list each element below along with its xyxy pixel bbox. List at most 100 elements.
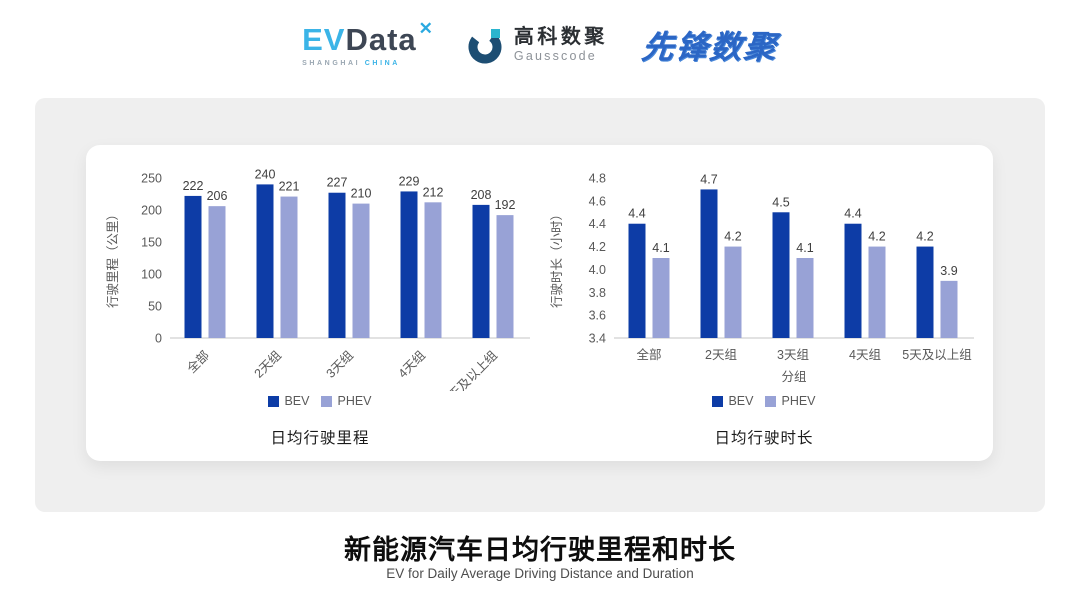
bar-value-label: 4.2 bbox=[868, 230, 885, 244]
chart-distance: 0 50 100 150 200 250 行驶里程（公里） 222 206 全部 240 221 2天组… bbox=[100, 153, 540, 448]
footer-subtitle: EV for Daily Average Driving Distance an… bbox=[386, 566, 694, 581]
bar-value-label: 4.4 bbox=[844, 207, 861, 221]
x-category-label: 3天组 bbox=[324, 348, 356, 380]
bar-value-label: 4.7 bbox=[700, 172, 717, 186]
bar-phev bbox=[940, 280, 958, 338]
gausscode-cn-text: 高科数聚 bbox=[513, 25, 608, 48]
y-tick-label: 0 bbox=[155, 332, 162, 346]
chart-duration: 3.4 3.6 3.8 4.0 4.2 4.4 4.6 4.8 行驶时长（小时） 4.4 4.1 全部… bbox=[544, 153, 984, 448]
x-category-label: 2天组 bbox=[705, 348, 737, 362]
bar-value-label: 4.1 bbox=[796, 241, 813, 255]
legend-label: BEV bbox=[284, 394, 310, 408]
x-category-label: 5天及以上组 bbox=[902, 348, 971, 362]
pioneer-logo-text: 先锋数聚 bbox=[639, 29, 780, 65]
evdata-data-text: Data bbox=[345, 21, 417, 57]
bar-value-label: 4.2 bbox=[724, 230, 741, 244]
x-category-label: 3天组 bbox=[777, 348, 809, 362]
bar-bev bbox=[916, 246, 934, 338]
evdata-wordmark: EV Data ✕ bbox=[302, 20, 433, 57]
y-tick-label: 200 bbox=[141, 204, 162, 218]
bar-value-label: 3.9 bbox=[940, 264, 957, 278]
bar-bev bbox=[772, 212, 790, 338]
bar-phev bbox=[280, 196, 298, 338]
bar-value-label: 221 bbox=[279, 180, 300, 194]
legend-label: PHEV bbox=[337, 394, 372, 408]
bar-phev bbox=[652, 258, 670, 338]
bar-bev bbox=[184, 195, 202, 338]
gausscode-text: 高科数聚 Gausscode bbox=[513, 25, 608, 63]
y-tick-label: 100 bbox=[141, 268, 162, 282]
bar-value-label: 240 bbox=[255, 167, 276, 181]
bar-phev bbox=[796, 258, 814, 338]
bar-bev bbox=[628, 223, 646, 338]
legend-swatch-icon bbox=[712, 395, 724, 407]
bar-phev bbox=[424, 202, 442, 338]
chart-title: 日均行驶里程 bbox=[270, 430, 370, 447]
x-category-label: 4天组 bbox=[396, 348, 428, 380]
y-tick-label: 3.6 bbox=[589, 309, 606, 323]
y-tick-label: 150 bbox=[141, 236, 162, 250]
legend-swatch-icon bbox=[765, 395, 777, 407]
bar-phev bbox=[352, 203, 370, 338]
y-tick-label: 50 bbox=[148, 300, 162, 314]
bar-value-label: 229 bbox=[399, 174, 420, 188]
x-category-label: 4天组 bbox=[849, 348, 881, 362]
bar-bev bbox=[844, 223, 862, 338]
legend-item-bev: BEV bbox=[268, 394, 309, 408]
bar-value-label: 227 bbox=[327, 176, 348, 190]
gausscode-en-text: Gausscode bbox=[513, 48, 597, 63]
x-category-label: 全部 bbox=[636, 347, 661, 362]
bar-phev bbox=[208, 206, 226, 338]
legend-item-phev: PHEV bbox=[765, 394, 816, 408]
bar-bev bbox=[328, 192, 346, 338]
x-category-label: 2天组 bbox=[252, 348, 284, 380]
evdata-logo: EV Data ✕ SHANGHAI CHINA bbox=[302, 20, 433, 67]
bar-value-label: 4.1 bbox=[652, 241, 669, 255]
legend-label: PHEV bbox=[781, 394, 816, 408]
bar-bev bbox=[400, 191, 418, 338]
gausscode-g-icon bbox=[468, 29, 502, 64]
footer-title: 新能源汽车日均行驶里程和时长 bbox=[344, 535, 736, 565]
legend: BEV PHEV bbox=[712, 393, 816, 409]
y-tick-label: 4.4 bbox=[589, 217, 606, 231]
gausscode-logo: 高科数聚 Gausscode bbox=[467, 26, 608, 64]
bar-phev bbox=[868, 246, 886, 338]
bar-value-label: 4.5 bbox=[772, 195, 789, 209]
bar-value-label: 192 bbox=[495, 198, 516, 212]
evdata-x-icon: ✕ bbox=[418, 18, 433, 38]
evdata-china-text: CHINA bbox=[364, 59, 400, 67]
y-tick-label: 4.0 bbox=[589, 263, 606, 277]
bar-value-label: 210 bbox=[351, 187, 372, 201]
chart-card: 0 50 100 150 200 250 行驶里程（公里） 222 206 全部 240 221 2天组… bbox=[35, 98, 1045, 512]
x-axis-title: 分组 bbox=[781, 370, 806, 384]
x-category-label: 5天及以上组 bbox=[441, 348, 500, 391]
legend-item-bev: BEV bbox=[712, 394, 753, 408]
y-tick-label: 4.6 bbox=[589, 194, 606, 208]
evdata-ev-text: EV bbox=[302, 21, 346, 57]
bar-bev bbox=[472, 204, 490, 338]
bar-value-label: 222 bbox=[183, 179, 204, 193]
y-tick-label: 3.8 bbox=[589, 286, 606, 300]
duration-chart-svg: 3.4 3.6 3.8 4.0 4.2 4.4 4.6 4.8 行驶时长（小时） 4.4 4.1 全部… bbox=[549, 172, 974, 384]
chart-panel: 0 50 100 150 200 250 行驶里程（公里） 222 206 全部 240 221 2天组… bbox=[86, 145, 993, 461]
bar-bev bbox=[256, 184, 274, 338]
y-tick-label: 4.2 bbox=[589, 240, 606, 254]
chart-title: 日均行驶时长 bbox=[714, 430, 814, 447]
legend-swatch-icon bbox=[268, 395, 280, 407]
y-axis-title: 行驶时长（小时） bbox=[549, 208, 564, 308]
bar-value-label: 208 bbox=[471, 188, 492, 202]
y-tick-label: 4.8 bbox=[589, 172, 606, 186]
evdata-subtext: SHANGHAI CHINA bbox=[302, 60, 400, 67]
header-logos: EV Data ✕ SHANGHAI CHINA 高科数聚 Gausscode … bbox=[0, 20, 1080, 68]
evdata-shanghai-text: SHANGHAI bbox=[302, 59, 361, 67]
bar-value-label: 4.2 bbox=[916, 230, 933, 244]
y-tick-label: 3.4 bbox=[589, 332, 606, 346]
bar-value-label: 206 bbox=[207, 189, 228, 203]
legend-item-phev: PHEV bbox=[321, 394, 372, 408]
legend-label: BEV bbox=[728, 394, 754, 408]
bar-phev bbox=[496, 215, 514, 338]
y-tick-label: 250 bbox=[141, 172, 162, 186]
legend: BEV PHEV bbox=[268, 393, 372, 409]
x-category-label: 全部 bbox=[184, 348, 212, 376]
